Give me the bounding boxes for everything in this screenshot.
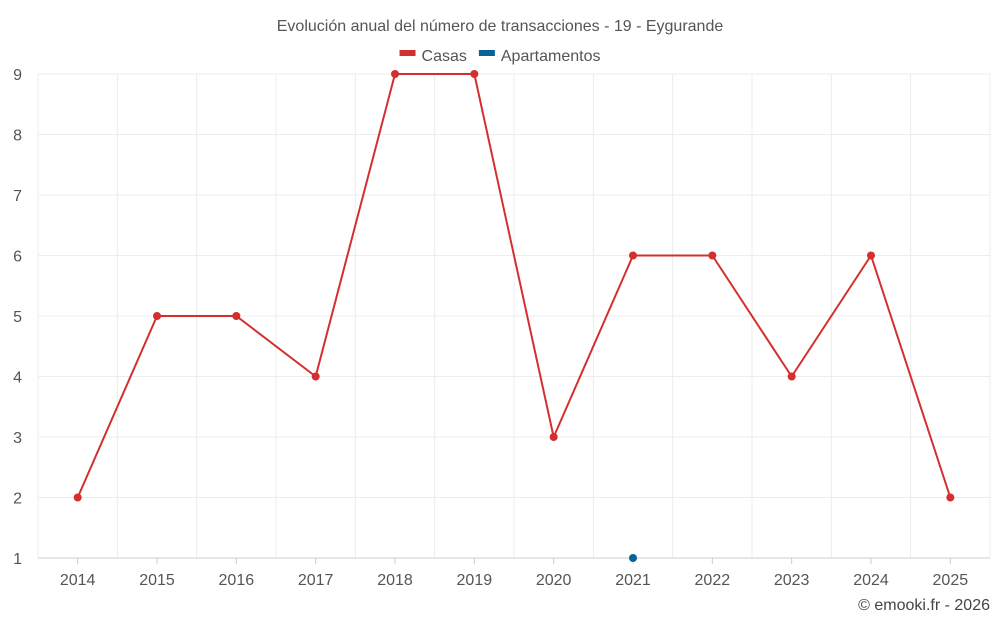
x-tick-label: 2025 <box>933 572 969 589</box>
y-tick-label: 1 <box>13 551 22 568</box>
data-point[interactable] <box>549 433 558 441</box>
x-tick-label: 2020 <box>536 572 572 589</box>
x-tick-label: 2022 <box>695 572 731 589</box>
y-axis-ticks: 1 2 3 4 5 6 7 8 9 <box>13 67 22 568</box>
x-tick-label: 2015 <box>139 572 175 589</box>
data-point[interactable] <box>391 70 399 78</box>
legend-label: Casas <box>422 48 467 65</box>
data-point[interactable] <box>232 312 241 320</box>
data-point[interactable] <box>153 312 161 320</box>
data-point[interactable] <box>946 493 955 502</box>
y-tick-label: 3 <box>13 430 22 447</box>
x-tick-label: 2023 <box>774 572 810 589</box>
x-tick-label: 2021 <box>615 572 651 589</box>
credit-text: © emooki.fr - 2026 <box>858 597 990 614</box>
x-tick-label: 2014 <box>60 572 96 589</box>
x-tick-label: 2017 <box>298 572 334 589</box>
x-tick-label: 2019 <box>457 572 493 589</box>
legend-swatch <box>478 50 495 56</box>
chart-title: Evolución anual del número de transaccio… <box>277 18 724 35</box>
data-point[interactable] <box>787 372 796 381</box>
legend: Casas Apartamentos <box>399 48 601 65</box>
y-tick-label: 5 <box>13 309 22 326</box>
series-layer <box>73 70 955 562</box>
y-tick-label: 9 <box>13 67 22 84</box>
legend-item[interactable]: Apartamentos <box>478 48 601 65</box>
data-point[interactable] <box>470 70 479 78</box>
data-point[interactable] <box>867 251 875 260</box>
legend-label: Apartamentos <box>501 48 601 65</box>
series-casas <box>73 70 955 502</box>
x-tick-label: 2024 <box>853 572 889 589</box>
data-point[interactable] <box>708 251 717 260</box>
x-axis-ticks: 2014 2015 2016 2017 2018 2019 2020 2021 2022 2023… <box>60 558 968 589</box>
series-apartamentos <box>629 554 637 562</box>
y-tick-label: 6 <box>13 249 22 266</box>
y-tick-label: 4 <box>13 370 22 387</box>
legend-item[interactable]: Casas <box>399 48 467 65</box>
legend-swatch <box>399 50 416 56</box>
y-tick-label: 7 <box>13 188 22 205</box>
x-tick-label: 2016 <box>219 572 255 589</box>
data-point[interactable] <box>629 251 637 260</box>
data-point[interactable] <box>73 493 82 502</box>
series-line <box>76 73 952 498</box>
x-tick-label: 2018 <box>377 572 413 589</box>
y-tick-label: 2 <box>13 491 22 508</box>
data-point[interactable] <box>311 372 320 381</box>
data-point[interactable] <box>629 554 637 562</box>
y-tick-label: 8 <box>13 128 22 145</box>
